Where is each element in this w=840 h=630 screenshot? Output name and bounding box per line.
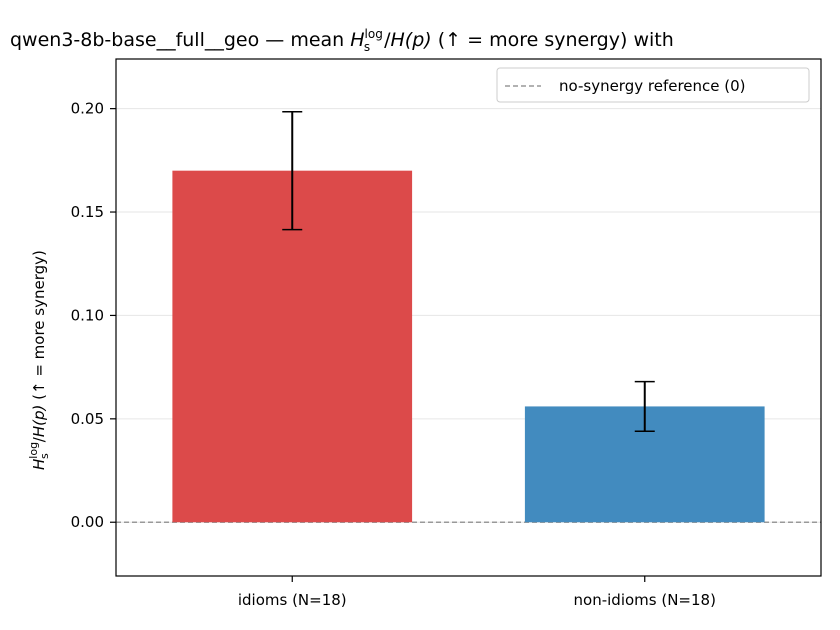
y-axis-label-hp: H(p) (30, 405, 48, 438)
x-tick-label: idioms (N=18) (238, 591, 347, 609)
y-axis-label-sup: log (27, 442, 40, 459)
chart-title-sub: s (364, 40, 370, 54)
x-tick-layer: idioms (N=18) non-idioms (N=18) (238, 576, 716, 609)
legend-reference-label: no-synergy reference (0) (559, 77, 746, 95)
chart-title-mid: / (384, 29, 391, 51)
chart-title-hp: H(p) (391, 29, 432, 51)
chart-title-h: H (350, 29, 364, 51)
y-axis-label-suffix: (↑ = more synergy) (30, 250, 48, 405)
y-tick-label: 0.00 (71, 513, 104, 531)
y-axis-label-mid: / (30, 436, 48, 442)
y-tick-label: 0.10 (71, 306, 104, 324)
y-tick-label: 0.05 (71, 410, 104, 428)
y-axis-label-sub: s (38, 453, 51, 459)
chart-title-prefix: qwen3-8b-base__full__geo — mean (10, 29, 350, 51)
y-tick-layer: 0.00 0.05 0.10 0.15 0.20 (71, 100, 116, 531)
y-axis-label: Hlogs /H(p) (↑ = more synergy) (27, 250, 51, 470)
chart-title-suffix: (↑ = more synergy) with (432, 29, 674, 51)
bar-layer (172, 170, 765, 523)
y-axis-label-h: H (30, 459, 48, 470)
chart-title: qwen3-8b-base__full__geo — mean Hlog s /H(… (10, 27, 674, 54)
y-tick-label: 0.15 (71, 203, 104, 221)
plot-frame (115, 58, 822, 577)
x-tick-label: non-idioms (N=18) (574, 591, 716, 609)
legend: no-synergy reference (0) (496, 67, 810, 103)
chart-title-sup: log (365, 27, 383, 41)
legend-box (496, 67, 810, 103)
error-bar-layer (282, 110, 655, 432)
y-tick-label: 0.20 (71, 100, 104, 118)
